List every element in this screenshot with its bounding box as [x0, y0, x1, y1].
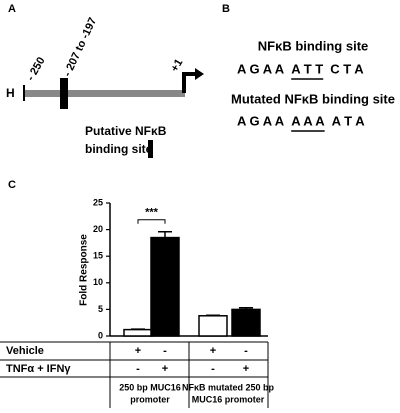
table-cell: + [162, 363, 168, 375]
table-cell: - [163, 345, 167, 357]
position-label: +1 [169, 57, 186, 74]
error-bar [131, 328, 145, 330]
bar [198, 315, 228, 337]
y-tick-label: 5 [98, 304, 103, 314]
promoter-line [24, 90, 185, 97]
y-tick-label: 25 [93, 197, 103, 207]
group-label: MUC16 promoter [192, 394, 265, 404]
group-label: NFκB mutated 250 bp [182, 382, 275, 392]
table-cell: - [244, 345, 248, 357]
strand-label: H [6, 86, 15, 100]
sequence-title: NFκB binding site [258, 38, 369, 53]
error-bar [206, 314, 220, 317]
sequence-part: A A A [291, 113, 325, 128]
error-bar [239, 307, 253, 310]
group-label: 250 bp MUC16 [119, 382, 181, 392]
table-cell: + [135, 345, 141, 357]
table-cell: + [243, 363, 249, 375]
significance-bracket [137, 219, 166, 224]
y-axis-title: Fold Response [79, 234, 90, 306]
bar [231, 308, 261, 337]
table-cell: - [136, 363, 140, 375]
error-bar [158, 230, 172, 238]
table-cell: - [211, 363, 215, 375]
position-label: - 207 to -197 [61, 16, 99, 79]
y-tick-label: 15 [93, 251, 103, 261]
binding-site [60, 78, 68, 109]
sequence-title: Mutated NFκB binding site [231, 91, 395, 106]
panel-label: C [8, 179, 16, 191]
sequence-part: C T A [330, 61, 364, 76]
row-label: TNFα + IFNγ [6, 363, 71, 375]
legend-text: Putative NFκB [85, 124, 167, 138]
sequence-part: A T T [291, 61, 323, 76]
table-cell: + [210, 345, 216, 357]
sequence-part: A T A [332, 113, 366, 128]
y-tick-label: 0 [98, 330, 103, 340]
group-label: promoter [130, 394, 170, 404]
significance-label: *** [145, 207, 159, 219]
arrow-head [195, 68, 204, 80]
sequence-part: A G A A [237, 61, 285, 76]
tss-arrow [182, 72, 196, 93]
legend-text: binding site [85, 142, 153, 156]
y-tick-label: 10 [93, 277, 103, 287]
bar [150, 236, 180, 337]
panel-label: B [222, 3, 230, 15]
start-tick [23, 85, 25, 101]
sequence-part: A G A A [237, 113, 285, 128]
bar [123, 328, 153, 337]
panel-label: A [8, 3, 16, 15]
row-label: Vehicle [6, 345, 44, 357]
legend-mark [148, 140, 153, 158]
y-tick-label: 20 [93, 224, 103, 234]
position-label: - 250 [25, 55, 48, 83]
